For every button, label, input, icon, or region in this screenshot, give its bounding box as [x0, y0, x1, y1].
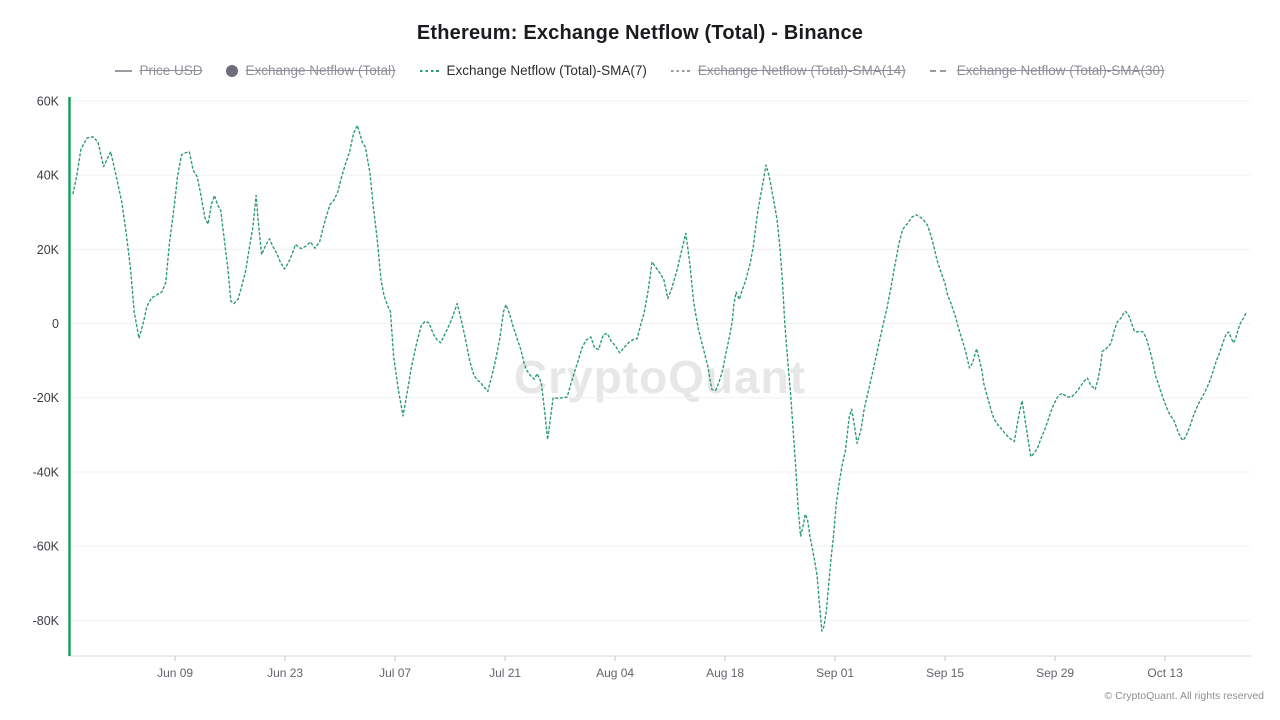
- chart-title: Ethereum: Exchange Netflow (Total) - Bin…: [416, 22, 864, 44]
- y-tick-label: 40K: [37, 169, 60, 183]
- y-tick-label: -20K: [33, 391, 60, 405]
- x-tick-label: Sep 01: [816, 666, 854, 680]
- x-tick-label: Oct 13: [1147, 666, 1183, 680]
- legend-item-netflow-sma14[interactable]: Exchange Netflow (Total)-SMA(14): [670, 63, 906, 78]
- y-tick-label: -80K: [33, 614, 60, 628]
- legend-item-netflow-sma7[interactable]: Exchange Netflow (Total)-SMA(7): [419, 63, 647, 78]
- x-tick-label: Sep 15: [926, 666, 964, 680]
- gray-fine-dashed-line-swatch-icon: [670, 69, 691, 72]
- x-tick-label: Jul 21: [489, 666, 521, 680]
- x-tick-label: Jul 07: [379, 666, 411, 680]
- legend-item-price-usd[interactable]: Price USD: [115, 63, 202, 78]
- legend-item-label: Exchange Netflow (Total)-SMA(14): [697, 63, 906, 78]
- x-tick-label: Sep 29: [1036, 666, 1074, 680]
- legend-item-label: Exchange Netflow (Total): [245, 63, 396, 78]
- x-tick-label: Jun 23: [267, 666, 303, 680]
- legend-item-exchange-netflow-total[interactable]: Exchange Netflow (Total): [226, 63, 396, 78]
- green-dashed-line-swatch-icon: [419, 69, 440, 72]
- y-tick-label: -60K: [33, 540, 60, 554]
- legend-item-label: Exchange Netflow (Total)-SMA(7): [446, 63, 647, 78]
- x-tick-label: Aug 04: [596, 666, 634, 680]
- gray-long-dashed-line-swatch-icon: [929, 69, 950, 72]
- y-tick-label: 0: [52, 317, 59, 331]
- x-tick-label: Aug 18: [706, 666, 744, 680]
- chart-legend: Price USD Exchange Netflow (Total) Excha…: [0, 63, 1280, 78]
- copyright-text: © CryptoQuant. All rights reserved: [1104, 690, 1264, 702]
- x-tick-label: Jun 09: [157, 666, 193, 680]
- y-tick-label: 60K: [37, 94, 60, 108]
- legend-item-label: Price USD: [139, 63, 203, 78]
- legend-item-label: Exchange Netflow (Total)-SMA(30): [956, 63, 1165, 78]
- sma7-series-line: [72, 124, 1247, 632]
- circle-swatch-icon: [226, 64, 239, 77]
- y-tick-label: -40K: [33, 465, 60, 479]
- y-tick-label: 20K: [37, 243, 60, 257]
- line-swatch-icon: [115, 69, 133, 72]
- legend-item-netflow-sma30[interactable]: Exchange Netflow (Total)-SMA(30): [929, 63, 1165, 78]
